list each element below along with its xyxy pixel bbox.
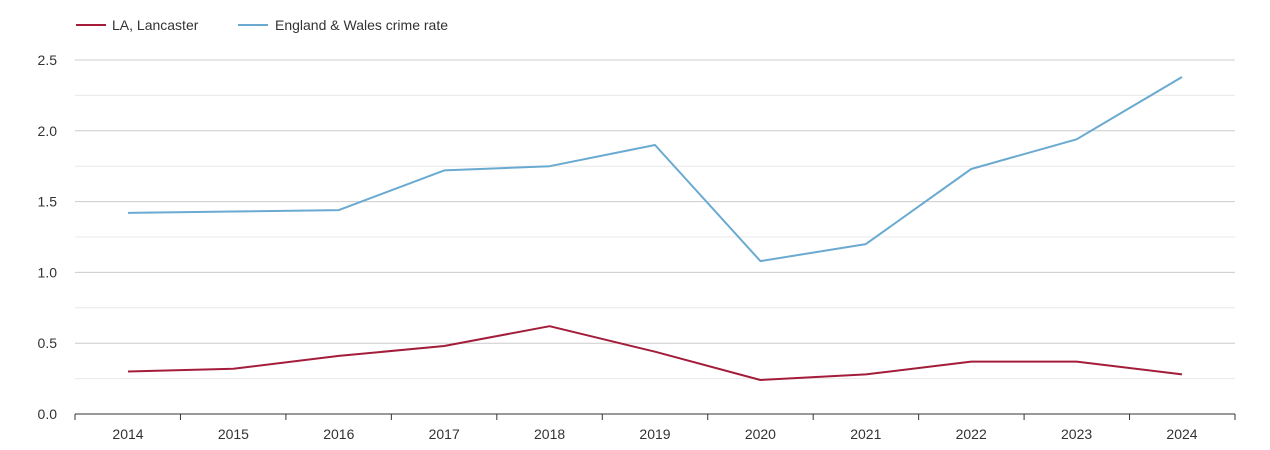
series-lines xyxy=(127,76,1183,381)
y-tick-label: 1.5 xyxy=(38,194,58,210)
x-tick-label: 2021 xyxy=(850,426,881,442)
grid xyxy=(75,59,1235,380)
y-tick-label: 2.0 xyxy=(38,123,58,139)
legend-label-lancaster: LA, Lancaster xyxy=(112,17,199,33)
x-tick-label: 2022 xyxy=(956,426,987,442)
x-tick-label: 2023 xyxy=(1061,426,1092,442)
x-tick-label: 2015 xyxy=(218,426,249,442)
legend: LA, Lancaster England & Wales crime rate xyxy=(76,17,448,33)
y-tick-label: 0.0 xyxy=(38,406,58,422)
y-tick-label: 2.5 xyxy=(38,52,58,68)
y-tick-label: 0.5 xyxy=(38,335,58,351)
x-tick-label: 2019 xyxy=(639,426,670,442)
y-axis-ticks: 0.0 0.5 1.0 1.5 2.0 2.5 xyxy=(38,52,58,422)
x-tick-label: 2017 xyxy=(429,426,460,442)
x-tick-label: 2024 xyxy=(1166,426,1197,442)
x-tick-label: 2014 xyxy=(112,426,143,442)
y-tick-label: 1.0 xyxy=(38,264,58,280)
x-axis-ticks: 2014 2015 2016 2017 2018 2019 2020 2021 2022 2023… xyxy=(74,414,1236,442)
x-tick-label: 2016 xyxy=(323,426,354,442)
series-line-england-wales xyxy=(127,76,1183,263)
legend-label-england-wales: England & Wales crime rate xyxy=(275,17,448,33)
series-line-lancaster xyxy=(127,325,1183,381)
x-tick-label: 2018 xyxy=(534,426,565,442)
x-tick-label: 2020 xyxy=(745,426,776,442)
